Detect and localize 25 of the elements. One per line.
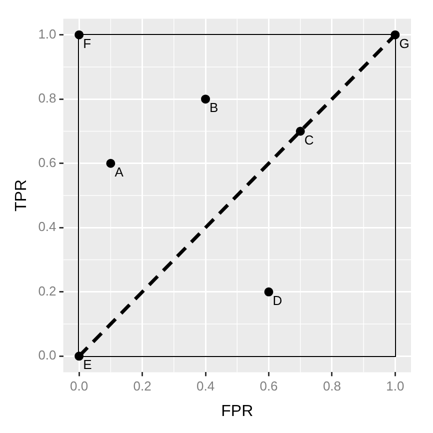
y-tick-label: 0.4 [38,219,56,234]
annotation: C [304,132,314,148]
point [296,126,305,136]
annotation: D [272,292,282,308]
annotation: G [399,36,410,51]
annotation: B [210,100,218,116]
y-axis-title: TPR [13,180,30,212]
annotation: E [83,357,92,372]
point [106,158,116,168]
x-tick-label: 0.4 [196,378,215,394]
point [201,94,210,104]
y-tick-label: 1.0 [38,26,56,42]
y-tick-label: 0.0 [38,348,56,363]
x-tick-label: 0.8 [322,378,342,394]
x-tick-label: 0.0 [70,378,88,394]
x-tick-label: 1.0 [386,378,404,394]
point [264,287,274,296]
x-axis-title: FPR [221,402,254,420]
annotation: F [83,36,92,51]
y-tick-label: 0.6 [38,154,56,170]
y-tick-label: 0.2 [38,283,56,298]
x-tick-label: 0.2 [133,378,152,394]
y-tick-label: 0.8 [38,90,56,106]
annotation: A [114,164,124,180]
x-tick-label: 0.6 [260,378,278,394]
